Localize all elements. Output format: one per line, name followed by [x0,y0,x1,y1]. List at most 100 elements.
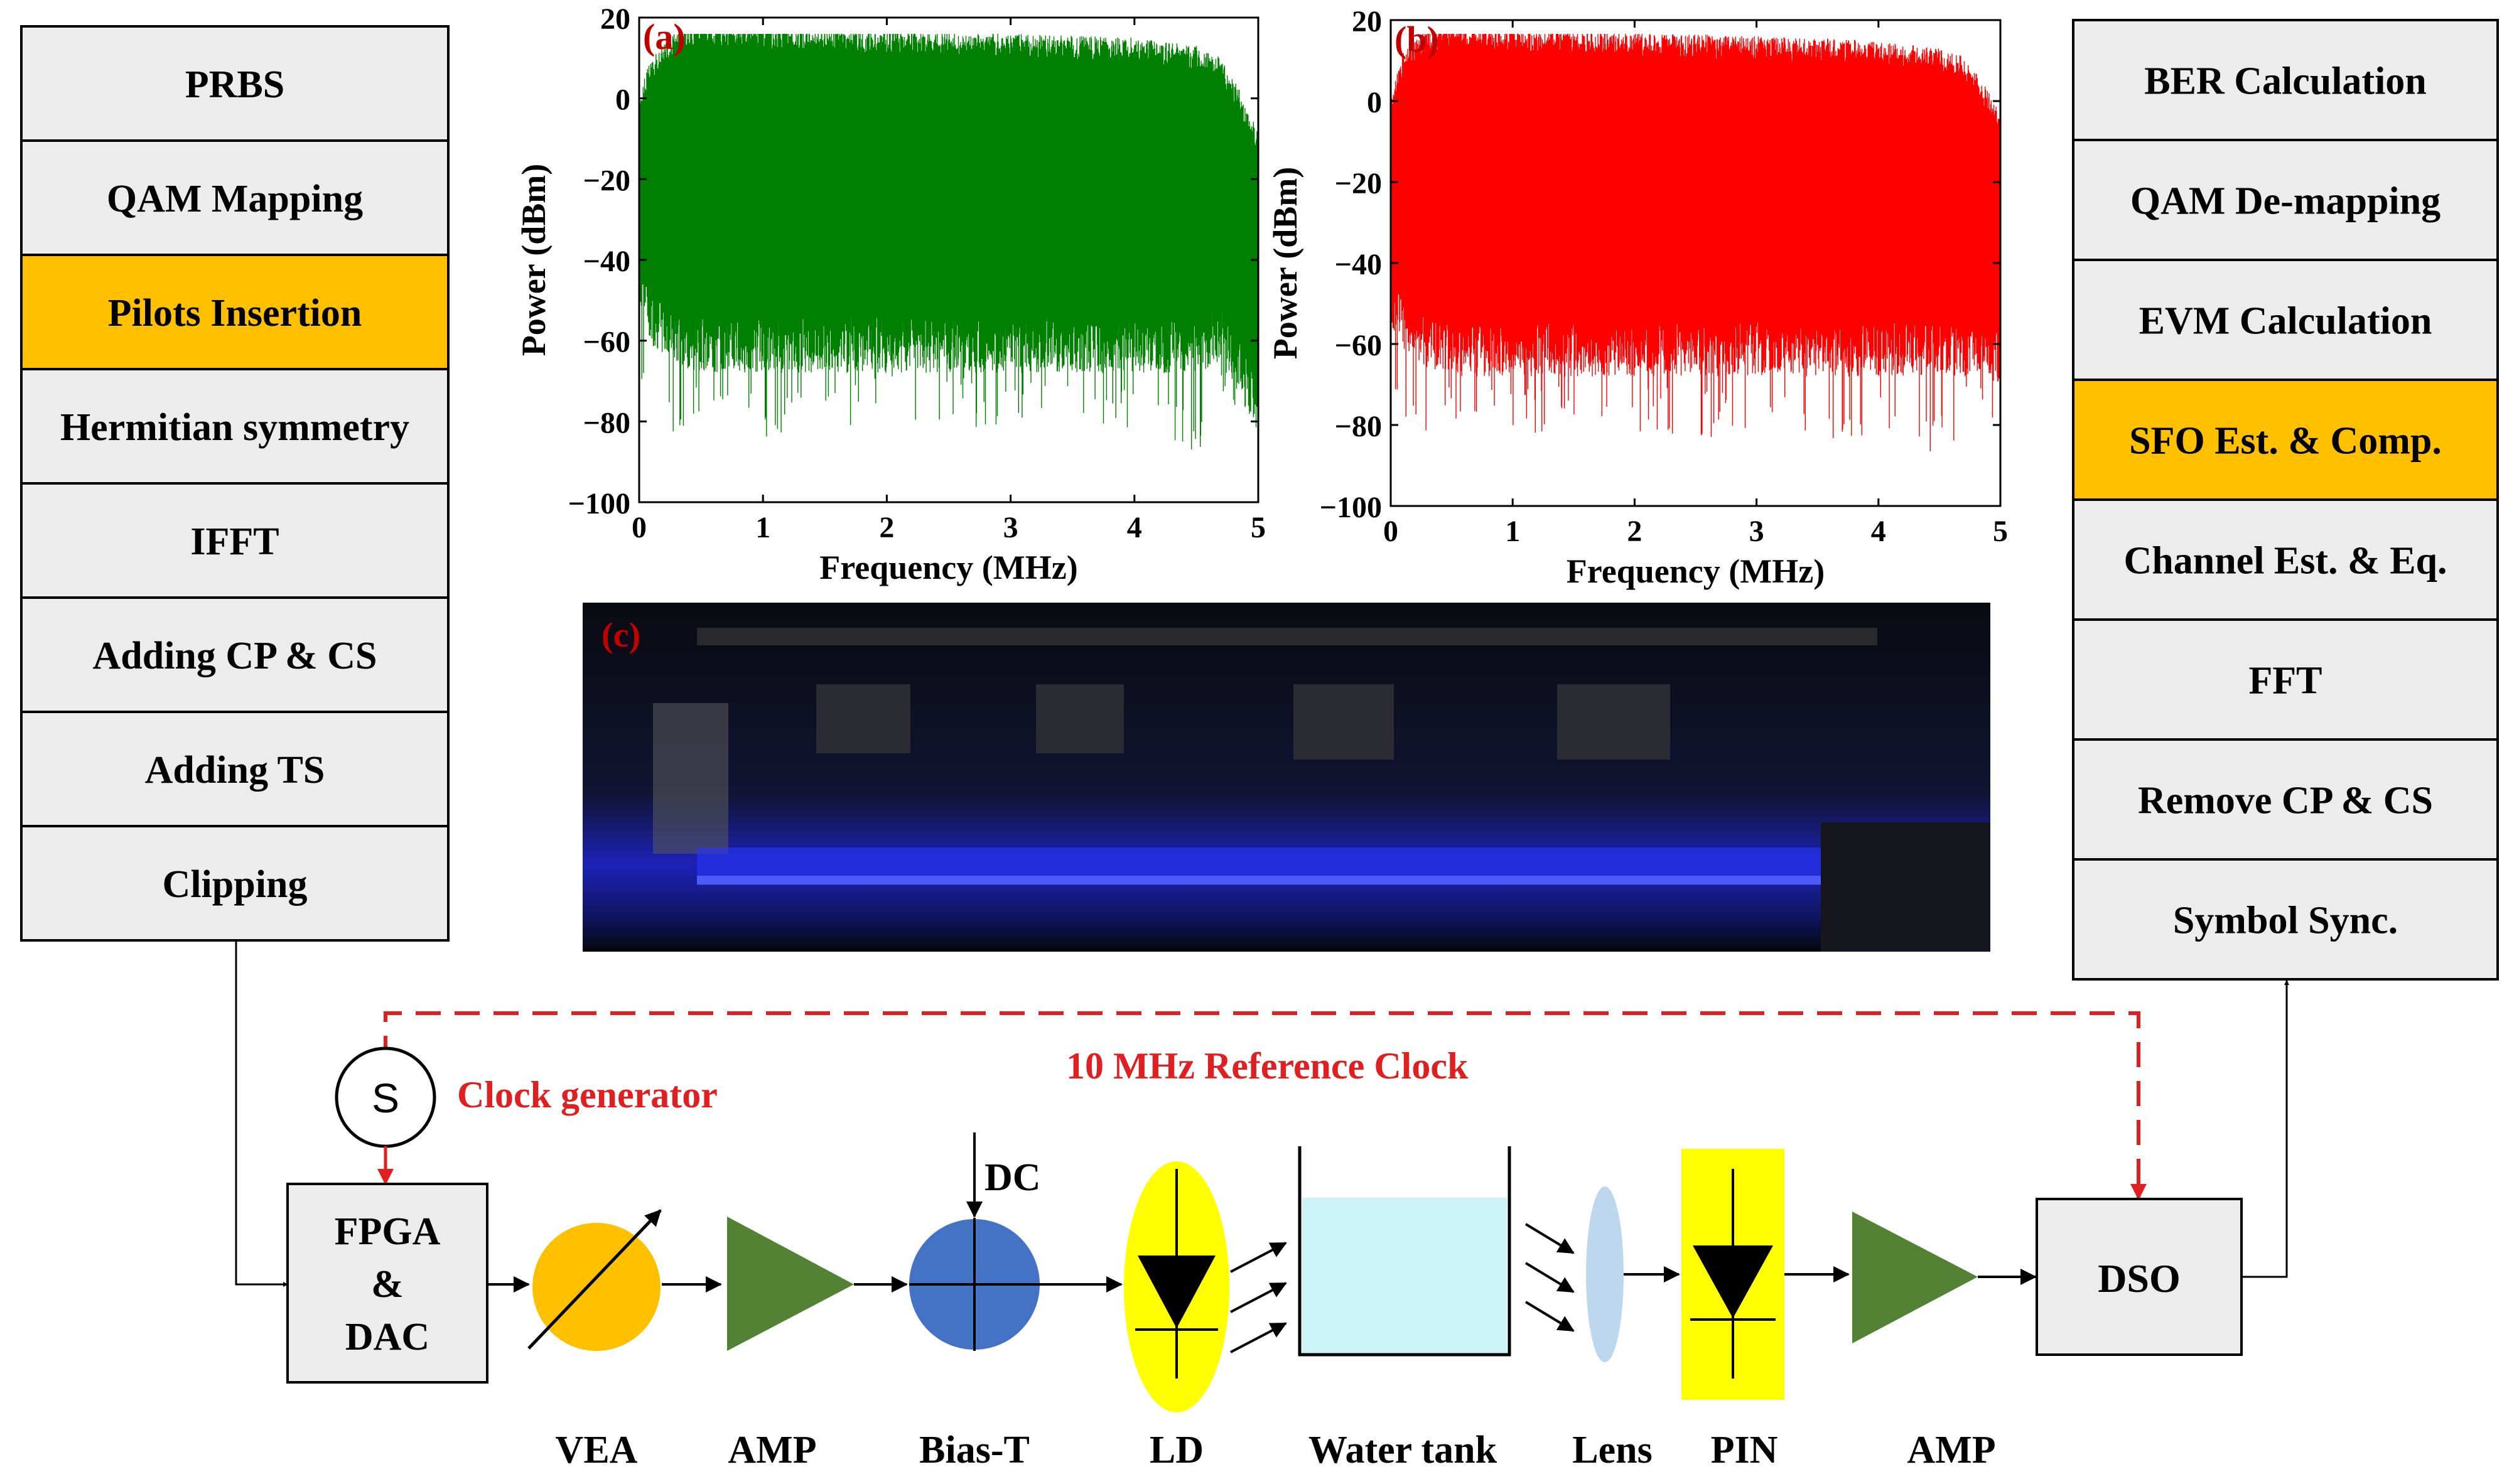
photo-housing [1821,822,1990,952]
clock-generator: S Clock generator 10 MHz Reference Clock [335,1011,2147,1200]
y-tick-label: 0 [615,83,630,117]
y-tick-label: −20 [583,164,630,197]
water-tank [1302,1198,1507,1355]
photo-block [1036,684,1124,753]
dsp-block-hermitian-symmetry [20,368,450,485]
y-tick-label: 20 [600,3,630,36]
tx-to-fpga-line [235,939,288,1287]
tx-amplifier [727,1217,854,1351]
y-axis-label: Power (dBm) [1266,167,1304,359]
light-arrow [1524,1262,1575,1293]
label-vea: VEA [556,1429,638,1471]
x-tick-label: 4 [1127,511,1142,544]
dsp-block-label: IFFT [190,520,279,563]
optical-link-chain: FPGA & DAC DC [286,1132,2243,1412]
dsp-block-channel-est-eq [2072,498,2499,621]
x-tick-label: 1 [1505,515,1520,548]
dso-to-rx-line [2241,980,2289,1278]
dsp-block-label: Adding CP & CS [92,635,377,677]
dsp-block-label: EVM Calculation [2139,300,2432,343]
tx-dsp-stack: PRBS QAM Mapping Pilots Insertion Hermitian… [20,25,450,942]
x-tick-label: 1 [755,511,770,544]
reference-clock-line [384,1011,2140,1198]
dsp-block-qam-mapping [20,139,450,256]
dsp-block-label: FFT [2248,660,2322,702]
label-lens: Lens [1572,1429,1652,1471]
fpga-ampersand: & [371,1263,404,1306]
label-amp-rx: AMP [1907,1429,1995,1471]
photo-rail [697,628,1877,645]
clock-generator-label: Clock generator [457,1074,718,1116]
label-bias-t: Bias-T [919,1429,1030,1471]
vea-attenuator [532,1223,661,1351]
spectrum-series [1391,34,2000,451]
y-tick-label: −40 [583,245,630,278]
ld-diode-icon [1138,1255,1216,1328]
dsp-block-remove-cp-cs [2072,738,2499,861]
dso-block [2036,1198,2243,1356]
spectrum-series [639,34,1258,449]
label-amp-tx: AMP [728,1429,816,1471]
water-tank-photo: (c) [583,603,1990,952]
dsp-block-label: BER Calculation [2144,60,2427,103]
photo-block [1557,684,1670,760]
dsp-block-fft [2072,618,2499,741]
y-tick-label: −80 [1335,410,1382,443]
dsp-block-label: Pilots Insertion [108,292,362,335]
dsp-block-evm-calculation [2072,259,2499,381]
y-tick-label: −20 [1335,167,1382,200]
label-water-tank: Water tank [1308,1429,1497,1471]
photo-beam [697,876,1827,884]
dsp-block-adding-cp-cs [20,596,450,713]
dsp-block-label: Adding TS [145,749,325,792]
y-tick-label: 0 [1367,86,1382,119]
dsp-block-sfo-est-comp [2072,379,2499,501]
reference-clock-label: 10 MHz Reference Clock [1066,1045,1469,1087]
light-arrow [1524,1223,1575,1254]
label-ld: LD [1150,1429,1204,1471]
dsp-block-label: Symbol Sync. [2173,900,2398,942]
connectors [235,939,2289,1287]
dsp-block-label: SFO Est. & Comp. [2129,420,2442,463]
vea-variable-arrow [527,1209,662,1350]
label-pin: PIN [1711,1429,1778,1471]
x-axis-label: Frequency (MHz) [819,549,1077,586]
x-tick-label: 4 [1871,515,1886,548]
dsp-block-label: QAM De-mapping [2130,180,2441,223]
rx-amplifier [1852,1212,1978,1343]
x-tick-label: 0 [632,511,647,544]
y-tick-label: −80 [583,406,630,439]
x-tick-label: 5 [1251,511,1266,544]
y-tick-label: −60 [1335,329,1382,362]
component-labels: VEA AMP Bias-T LD Water tank Lens PIN AM… [556,1429,1996,1471]
x-axis-label: Frequency (MHz) [1567,552,1825,590]
dsp-block-label: QAM Mapping [107,178,363,220]
photo-block [1293,684,1394,760]
dac-label: DAC [345,1316,429,1358]
dsp-block-label: Remove CP & CS [2138,780,2433,822]
dsp-block-prbs [20,25,450,142]
dc-label: DC [984,1156,1041,1199]
dsp-block-qam-de-mapping [2072,139,2499,261]
x-tick-label: 3 [1003,511,1018,544]
light-arrow [1230,1322,1287,1353]
x-tick-label: 5 [1993,515,2008,548]
y-tick-label: −40 [1335,248,1382,281]
lens [1586,1186,1624,1362]
clock-symbol: S [372,1075,399,1121]
dsp-block-label: PRBS [185,63,284,106]
y-tick-label: 20 [1352,5,1382,38]
dsp-block-clipping [20,825,450,942]
x-tick-label: 2 [1627,515,1642,548]
dsp-block-label: Channel Est. & Eq. [2123,540,2447,583]
photo-label: (c) [601,616,640,655]
light-arrow [1524,1301,1575,1332]
rx-dsp-stack: BER Calculation QAM De-mapping EVM Calcula… [2072,19,2499,981]
panel-label: (a) [643,16,686,57]
x-tick-label: 2 [879,511,894,544]
y-tick-label: −100 [1320,491,1382,524]
x-tick-label: 0 [1383,515,1398,548]
